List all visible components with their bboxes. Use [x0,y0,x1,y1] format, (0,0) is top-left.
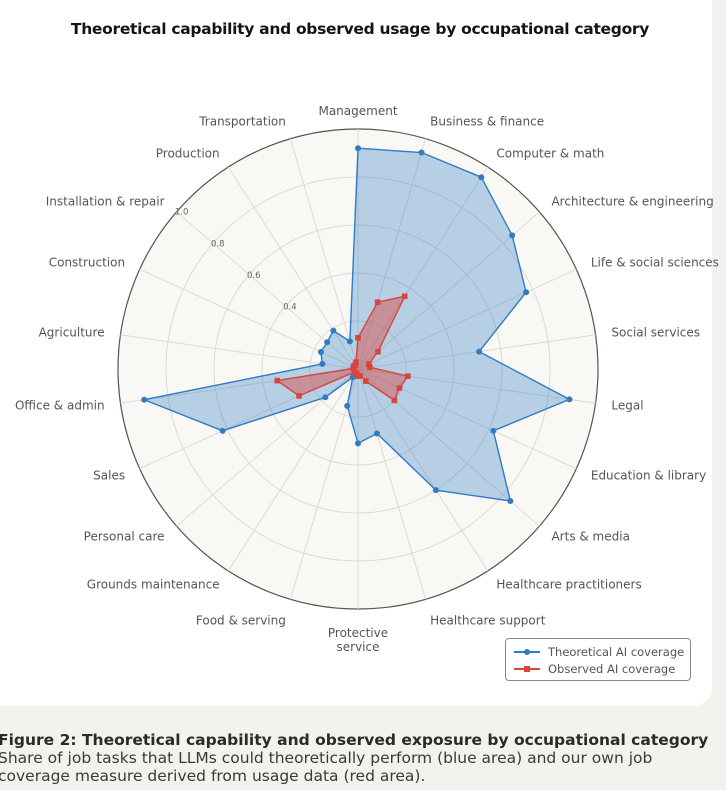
data-point-observed [405,373,411,379]
data-point-theoretical [355,145,361,152]
category-label: Protective service [328,626,388,654]
data-point-observed [401,293,408,300]
data-point-observed [366,361,372,367]
grid-spoke [227,166,359,370]
data-point-theoretical [507,498,514,505]
category-label: Healthcare practitioners [496,577,641,591]
grid-spoke [357,368,596,404]
category-label: Computer & math [496,147,604,161]
category-label: Installation & repair [46,194,165,208]
legend-label: Observed AI coverage [548,662,676,676]
radial-tick-label: 0.6 [247,271,261,281]
radial-tick-label: 1.0 [175,208,189,218]
category-label: Arts & media [551,530,629,544]
data-point-theoretical [418,149,425,156]
grid-spoke [289,138,359,370]
data-point-observed [391,397,398,404]
legend: Theoretical AI coverage Observed AI cove… [505,638,691,681]
data-point-theoretical [490,427,497,434]
legend-item-theoretical: Theoretical AI coverage [514,645,684,659]
radar-chart: 0.4 0.6 0.8 1.0 Management Business & finance… [15,104,719,654]
chart-title: Theoretical capability and observed usag… [70,20,650,38]
data-point-theoretical [344,402,351,409]
grid-spoke [227,368,359,572]
category-label: Construction [49,256,125,270]
category-label: Life & social sciences [591,256,719,270]
legend-swatch-square-icon [514,664,540,674]
data-point-theoretical [322,394,329,401]
legend-item-observed: Observed AI coverage [514,662,675,676]
data-point-theoretical [432,487,439,494]
data-point-observed [352,362,359,368]
category-label: Management [318,104,397,118]
category-label: Transportation [198,114,286,128]
data-point-theoretical [509,232,516,239]
data-point-observed [274,377,281,384]
chart-card: Theoretical capability and observed usag… [0,0,719,706]
grid-spoke [357,368,577,470]
category-label: Architecture & engineering [551,194,713,208]
data-point-theoretical [523,289,530,296]
data-point-observed [351,369,358,375]
figure-caption: Figure 2: Theoretical capability and obs… [0,731,726,785]
data-point-observed [396,385,403,391]
data-point-theoretical [478,174,485,181]
caption-heading: Figure 2: Theoretical capability and obs… [0,731,709,749]
category-label: Food & serving [196,614,286,628]
grid-spoke [357,268,577,370]
legend-label: Theoretical AI coverage [548,645,685,659]
category-label: Agriculture [39,326,105,340]
grid-spoke [357,368,427,600]
category-label: Grounds maintenance [87,577,220,591]
category-label: Office & admin [15,398,105,412]
category-label: Personal care [84,530,165,544]
category-label: Healthcare support [430,614,546,628]
data-point-observed [355,335,361,341]
data-point-observed [375,348,381,355]
grid-spoke [357,166,489,370]
data-point-theoretical [330,327,337,334]
data-point-theoretical [324,339,331,346]
grid-spoke [120,368,359,404]
data-point-theoretical [141,396,148,403]
data-point-theoretical [476,348,483,355]
grid-spoke [120,334,359,370]
data-point-theoretical [373,430,380,437]
category-label: Social services [611,326,700,340]
data-point-theoretical [566,396,573,403]
data-point-observed [353,359,359,365]
data-point-theoretical [346,338,353,345]
category-label: Sales [93,468,125,482]
data-point-theoretical [317,349,324,356]
data-point-observed [374,299,381,306]
radial-tick-label: 0.4 [283,303,297,313]
radial-tick-label: 0.8 [211,239,225,249]
data-point-observed [296,393,302,399]
category-label: Education & library [591,468,706,482]
category-label: Production [156,147,220,161]
data-point-observed [367,364,373,371]
data-point-theoretical [319,360,326,367]
legend-swatch-circle-icon [514,647,540,657]
data-point-theoretical [355,440,361,447]
grid-spoke [357,368,489,572]
grid-spoke [357,138,427,370]
grid-spoke [357,211,540,370]
category-label: Legal [611,398,643,412]
caption-text: Share of job tasks that LLMs could theor… [0,749,653,785]
data-point-observed [362,378,369,384]
category-label: Business & finance [430,114,544,128]
data-point-theoretical [219,427,226,434]
